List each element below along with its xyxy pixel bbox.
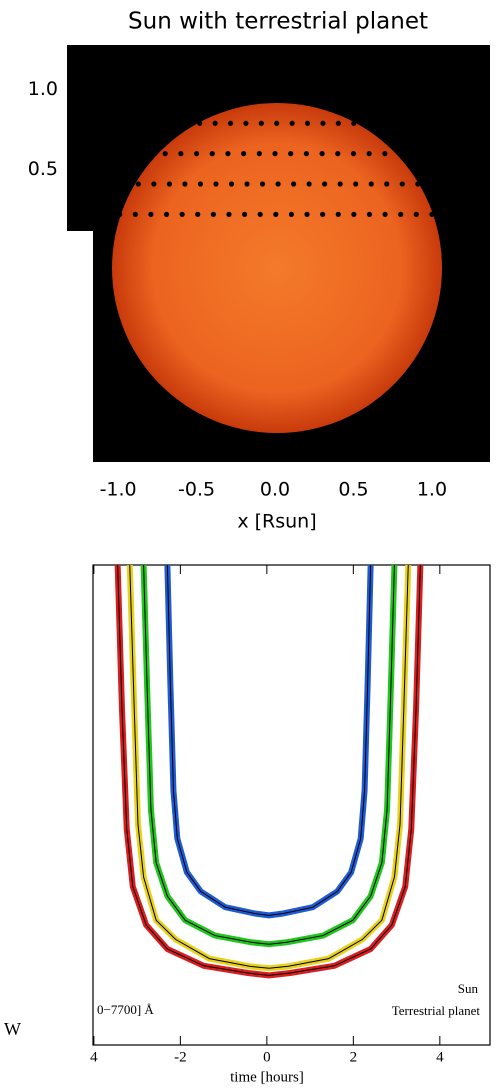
planet-position <box>258 120 264 126</box>
light-curve <box>166 564 372 916</box>
planet-position <box>429 211 435 217</box>
x-tick-label: 0.5 <box>338 479 368 501</box>
planet-position <box>320 211 326 217</box>
planet-position <box>256 151 262 157</box>
planet-position <box>166 181 172 187</box>
planet-position <box>178 151 184 157</box>
annotation: Sun <box>458 981 479 996</box>
planet-position <box>213 181 219 187</box>
planet-position <box>415 181 421 187</box>
planet-position <box>289 120 295 126</box>
annotation: 0−7700] Å <box>97 1002 154 1017</box>
x-tick-label: 0.0 <box>260 479 290 501</box>
planet-position <box>225 151 231 157</box>
planet-position <box>382 211 388 217</box>
planet-position <box>273 211 279 217</box>
plot-frame <box>92 564 491 1046</box>
planet-position <box>132 211 138 217</box>
planet-position <box>272 151 278 157</box>
x-tick-label: 0 <box>263 1049 271 1065</box>
y-tick-label: 0.5 <box>28 158 58 180</box>
x-tick-label: 4 <box>436 1049 444 1065</box>
planet-position <box>303 151 310 157</box>
planet-position <box>353 181 359 187</box>
planet-position <box>243 120 249 126</box>
light-curve <box>129 564 409 969</box>
planet-position <box>257 211 263 217</box>
planet-position <box>397 151 404 157</box>
planet-position <box>179 211 185 217</box>
planet-position <box>209 151 215 157</box>
planet-position <box>120 181 126 187</box>
planet-position <box>335 211 341 217</box>
planet-position <box>195 211 201 217</box>
planet-position <box>274 120 280 126</box>
y-tick-label: 1.0 <box>28 78 58 100</box>
planet-position <box>335 151 341 157</box>
x-tick-label: 4 <box>90 1049 98 1065</box>
x-tick-label: 1.0 <box>417 479 447 501</box>
planet-position <box>228 181 235 187</box>
annotation: Terrestrial planet <box>392 1003 481 1018</box>
planet-position <box>384 181 390 187</box>
planet-position <box>117 211 123 217</box>
planet-position <box>148 211 154 217</box>
sun-disk <box>112 103 442 433</box>
planet-position <box>288 151 294 157</box>
planet-position <box>322 181 328 187</box>
planet-position <box>197 120 203 126</box>
x-axis-label: time [hours] <box>230 1069 304 1085</box>
planet-position <box>350 151 357 157</box>
planet-position <box>244 181 250 187</box>
planet-position <box>241 211 248 217</box>
planet-position <box>193 151 200 157</box>
light-curve <box>143 564 395 945</box>
planet-position <box>304 211 310 217</box>
x-tick-label: -1.0 <box>100 479 137 501</box>
x-tick-label: -2 <box>174 1049 187 1065</box>
planet-position <box>398 211 404 217</box>
planet-position <box>162 151 168 157</box>
planet-position <box>197 181 204 187</box>
planet-position <box>291 181 297 187</box>
planet-position <box>288 211 295 217</box>
planet-position <box>351 120 357 126</box>
planet-position <box>226 211 232 217</box>
planet-position <box>399 181 405 187</box>
planet-position <box>320 120 326 126</box>
planet-position <box>275 181 281 187</box>
planet-position <box>227 120 234 126</box>
x-tick-label: -0.5 <box>178 479 215 501</box>
light-curve-band <box>140 564 398 948</box>
planet-position <box>182 181 188 187</box>
planet-position <box>241 151 247 157</box>
planet-position <box>151 181 157 187</box>
planet-position <box>368 181 374 187</box>
planet-position <box>413 211 419 217</box>
planet-position <box>351 211 357 217</box>
x-tick-label: 2 <box>350 1049 358 1065</box>
planet-position <box>319 151 325 157</box>
planet-position <box>146 151 153 157</box>
planet-position <box>304 120 311 126</box>
planet-position <box>337 181 343 187</box>
x-axis-label: x [Rsun] <box>237 511 316 533</box>
planet-position <box>366 151 372 157</box>
planet-position <box>382 151 388 157</box>
planet-position <box>210 211 216 217</box>
planet-position <box>366 211 373 217</box>
planet-position <box>212 120 218 126</box>
planet-position <box>306 181 312 187</box>
chart-title: Sun with terrestrial planet <box>128 9 428 35</box>
light-curve-band <box>164 564 374 919</box>
planet-position <box>135 181 141 187</box>
planet-position <box>335 120 341 126</box>
annotation: W <box>4 1019 21 1039</box>
planet-position <box>259 181 266 187</box>
light-curve <box>117 564 421 976</box>
planet-position <box>366 120 372 126</box>
planet-position <box>163 211 170 217</box>
